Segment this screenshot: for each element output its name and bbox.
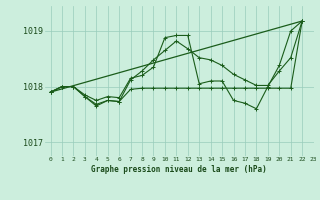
X-axis label: Graphe pression niveau de la mer (hPa): Graphe pression niveau de la mer (hPa) [91, 165, 267, 174]
